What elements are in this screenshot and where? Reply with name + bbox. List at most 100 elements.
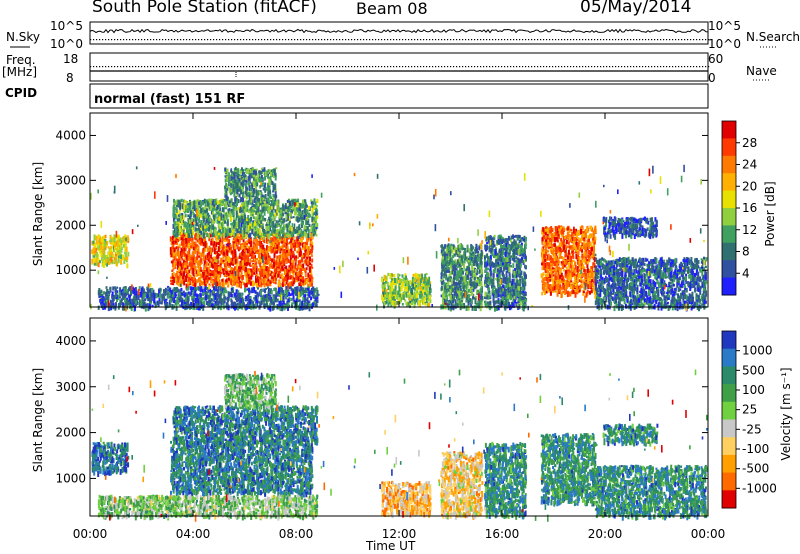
echo-cell [118, 252, 121, 256]
echo-cell [292, 235, 295, 239]
echo-cell [195, 232, 197, 236]
echo-cell [201, 222, 204, 227]
echo-cell [92, 247, 95, 253]
nsearch-dot [318, 39, 320, 41]
echo-cell [230, 171, 233, 173]
nsearch-dot [102, 39, 104, 41]
echo-cell [263, 255, 266, 260]
nsearch-dot [579, 39, 581, 41]
echo-cell [282, 278, 285, 284]
echo-cell [265, 223, 268, 226]
nsearch-dot [639, 39, 641, 41]
echo-cell [185, 275, 187, 279]
echo-cell [179, 233, 182, 236]
echo-cell [117, 234, 120, 238]
nave-dot [414, 66, 416, 68]
echo-cell [262, 249, 264, 254]
echo-cell [100, 256, 103, 261]
nsearch-dot [123, 39, 125, 41]
echo-cell [213, 204, 216, 207]
echo-cell [217, 223, 220, 228]
echo-cell [234, 258, 237, 264]
echo-cell [194, 234, 197, 240]
echo-cell [260, 254, 263, 260]
nsearch-dot [138, 39, 140, 41]
echo-cell [116, 286, 119, 289]
echo-cell [242, 257, 245, 261]
echo-cell [286, 274, 289, 280]
nave-dot [450, 66, 452, 68]
echo-cell [189, 242, 192, 245]
echo-cell [307, 283, 310, 288]
echo-cell [257, 221, 260, 227]
echo-cell [194, 280, 197, 286]
echo-cell [278, 238, 281, 243]
echo-cell [212, 243, 215, 246]
echo-cell [178, 304, 181, 307]
echo-cell [103, 262, 106, 268]
echo-cell [236, 256, 239, 259]
echo-cell [113, 234, 116, 241]
echo-cell [281, 265, 284, 269]
nsearch-dot [501, 39, 503, 41]
nsearch-dot [117, 39, 119, 41]
echo-cell [104, 245, 107, 251]
nave-dot [666, 66, 668, 68]
nave-dot [420, 66, 422, 68]
echo-cell [257, 276, 260, 283]
echo-cell [261, 269, 264, 276]
nave-dot [372, 66, 374, 68]
nsearch-dot [309, 39, 311, 41]
echo-cell [202, 225, 205, 231]
nsearch-dot [288, 39, 290, 41]
echo-cell [213, 279, 215, 283]
echo-cell [208, 218, 211, 222]
echo-cell [173, 220, 176, 226]
nsearch-dot [552, 39, 554, 41]
echo-cell [232, 273, 235, 277]
echo-cell [92, 253, 95, 256]
echo-cell [225, 282, 228, 285]
echo-cell [192, 246, 195, 251]
nsearch-dot [228, 39, 230, 41]
echo-cell [204, 237, 207, 243]
echo-cell [217, 266, 220, 272]
echo-cell [235, 270, 238, 276]
echo-cell [178, 258, 181, 265]
echo-cell [277, 224, 280, 227]
echo-cell [259, 258, 262, 264]
nave-dot [663, 66, 665, 68]
nave-dot [312, 66, 314, 68]
echo-cell [272, 258, 275, 263]
echo-cell [240, 189, 243, 195]
nsearch-dot [321, 39, 323, 41]
echo-cell [309, 267, 311, 273]
echo-cell [103, 254, 106, 261]
echo-cell [181, 262, 184, 268]
nave-dot [108, 66, 110, 68]
echo-cell [97, 262, 100, 268]
echo-cell [202, 230, 205, 234]
echo-cell [177, 216, 180, 219]
echo-cell [116, 239, 119, 243]
echo-cell [289, 206, 292, 211]
echo-cell [301, 271, 304, 276]
nsearch-dot [348, 39, 350, 41]
echo-cell [228, 187, 231, 193]
echo-cell [252, 255, 255, 259]
nave-dot [669, 66, 671, 68]
nave-dot [402, 66, 404, 68]
nave-dot [432, 66, 434, 68]
echo-cell [255, 276, 257, 282]
echo-cell [305, 204, 308, 208]
echo-cell [259, 262, 262, 268]
echo-cell [124, 249, 127, 252]
nave-dot [348, 66, 350, 68]
echo-cell [249, 169, 252, 173]
echo-cell [198, 240, 201, 245]
echo-cell [216, 219, 219, 224]
nsearch-dot [201, 39, 203, 41]
echo-cell [200, 269, 203, 272]
echo-cell [217, 246, 220, 252]
echo-cell [222, 290, 225, 296]
